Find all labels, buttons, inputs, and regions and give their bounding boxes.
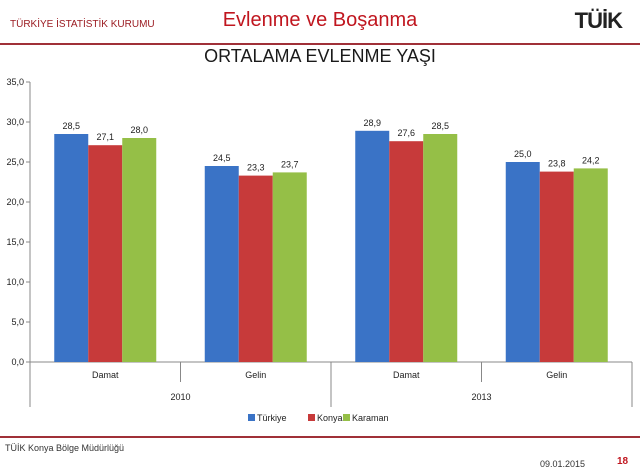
y-tick-label: 35,0 [6, 77, 24, 87]
data-label: 27,6 [397, 128, 415, 138]
chart-title: ORTALAMA EVLENME YAŞI [204, 46, 436, 66]
legend-label: Konya [317, 413, 343, 423]
category-label: Gelin [245, 370, 266, 380]
bar-karaman [272, 172, 307, 362]
y-tick-label: 30,0 [6, 117, 24, 127]
group-label: 2013 [471, 392, 491, 402]
tuik-logo: TÜİK [574, 8, 623, 33]
group-label: 2010 [170, 392, 190, 402]
footer-office: TÜİK Konya Bölge Müdürlüğü [5, 443, 125, 453]
data-label: 28,5 [431, 121, 449, 131]
bar-konya [88, 145, 123, 362]
legend-label: Karaman [352, 413, 389, 423]
presentation-subject: Evlenme ve Boşanma [222, 9, 418, 31]
header-divider [0, 43, 640, 45]
y-tick-label: 25,0 [6, 157, 24, 167]
y-tick-label: 5,0 [11, 317, 24, 327]
y-tick-label: 10,0 [6, 277, 24, 287]
y-tick-label: 0,0 [11, 357, 24, 367]
bar-karaman [573, 168, 608, 362]
bar-türkiye [505, 162, 540, 362]
legend-swatch-türkiye [248, 414, 255, 421]
bar-türkiye [204, 166, 239, 362]
legend-swatch-konya [308, 414, 315, 421]
bar-konya [238, 175, 273, 362]
y-tick-label: 15,0 [6, 237, 24, 247]
y-tick-label: 20,0 [6, 197, 24, 207]
data-label: 24,2 [582, 155, 600, 165]
category-label: Damat [92, 370, 119, 380]
data-label: 27,1 [96, 132, 114, 142]
legend-label: Türkiye [257, 413, 287, 423]
data-label: 23,7 [281, 159, 299, 169]
data-label: 25,0 [514, 149, 532, 159]
category-label: Gelin [546, 370, 567, 380]
page-number: 18 [617, 456, 629, 467]
bar-türkiye [355, 130, 390, 362]
category-label: Damat [393, 370, 420, 380]
bar-konya [539, 171, 574, 362]
data-label: 28,9 [363, 118, 381, 128]
bar-karaman [122, 138, 157, 362]
bar-karaman [423, 134, 458, 362]
data-label: 24,5 [213, 153, 231, 163]
bar-konya [389, 141, 424, 362]
data-label: 28,5 [62, 121, 80, 131]
bar-türkiye [54, 134, 89, 362]
footer-divider [0, 436, 640, 438]
data-label: 28,0 [130, 125, 148, 135]
legend-swatch-karaman [343, 414, 350, 421]
organization-name: TÜRKİYE İSTATİSTİK KURUMU [10, 19, 155, 30]
data-label: 23,8 [548, 159, 566, 169]
data-label: 23,3 [247, 163, 265, 173]
footer-date: 09.01.2015 [540, 459, 586, 469]
